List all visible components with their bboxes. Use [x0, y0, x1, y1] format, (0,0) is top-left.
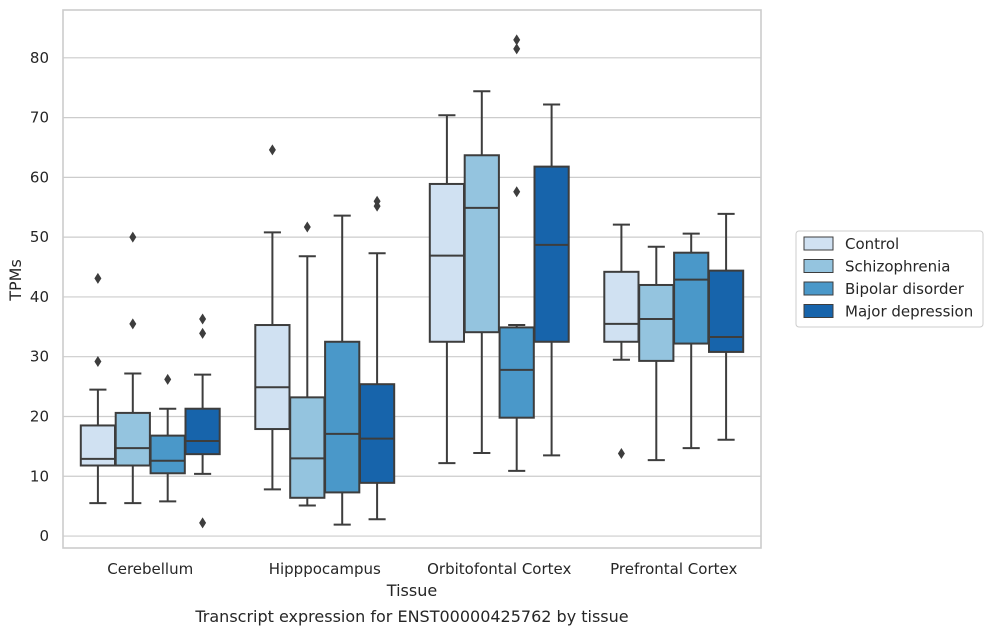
outlier-point: [513, 43, 521, 55]
legend-swatch: [803, 236, 834, 251]
iqr-box: [358, 383, 396, 484]
box-groups: [79, 34, 745, 529]
outlier-point: [164, 373, 172, 385]
box-control: [254, 144, 291, 491]
outlier-point: [199, 327, 207, 339]
gridlines: [63, 57, 761, 537]
iqr-box: [463, 154, 500, 334]
iqr-box: [533, 165, 570, 343]
y-tick-label: 40: [30, 288, 49, 306]
y-tick-label: 70: [30, 109, 49, 127]
outlier-point: [94, 272, 102, 284]
iqr-box: [289, 396, 326, 499]
y-tick-label: 60: [30, 168, 49, 186]
outlier-point: [268, 144, 276, 156]
legend-label: Bipolar disorder: [845, 280, 965, 298]
outlier-point: [199, 517, 207, 529]
box-control: [428, 114, 466, 465]
y-axis-title: TPMs: [6, 259, 25, 302]
outlier-point: [617, 448, 625, 460]
y-tick-label: 20: [30, 407, 49, 425]
outlier-point: [199, 313, 207, 325]
y-axis-ticks: 0 10 20 30 40 50 60 70 80: [30, 49, 49, 545]
legend-label: Control: [845, 235, 899, 253]
iqr-box: [673, 251, 710, 345]
outlier-point: [94, 355, 102, 367]
x-tick-label: Orbitofontal Cortex: [427, 560, 571, 578]
y-tick-label: 50: [30, 228, 49, 246]
y-tick-label: 80: [30, 49, 49, 67]
outlier-point: [303, 221, 311, 233]
x-axis-title: Tissue: [386, 581, 437, 600]
box-schizophrenia: [114, 231, 151, 505]
box-schizophrenia: [638, 245, 675, 462]
legend-swatch: [803, 259, 834, 273]
chart-caption: Transcript expression for ENST0000042576…: [194, 607, 628, 626]
box-schizophrenia: [289, 221, 326, 507]
iqr-box: [707, 269, 745, 353]
y-tick-label: 30: [30, 348, 49, 366]
outlier-point: [373, 195, 381, 207]
box-major-depression: [358, 195, 396, 521]
legend-frame: [795, 230, 984, 328]
box-control: [603, 223, 640, 460]
box-major-depression: [707, 212, 745, 441]
box-schizophrenia: [463, 90, 500, 454]
legend-label: Major depression: [845, 303, 973, 321]
box-control: [79, 272, 117, 505]
legend-swatch: [803, 304, 834, 318]
y-tick-label: 10: [30, 467, 49, 485]
outlier-point: [129, 318, 137, 330]
box-bipolar-disorder: [149, 373, 186, 503]
iqr-box: [603, 270, 640, 343]
box-bipolar-disorder: [498, 34, 535, 472]
iqr-box: [638, 283, 675, 362]
x-tick-label: Prefrontal Cortex: [610, 560, 737, 578]
box-major-depression: [533, 103, 570, 457]
iqr-box: [254, 324, 291, 431]
iqr-box: [149, 434, 186, 475]
legend-label: Schizophrenia: [845, 258, 950, 276]
x-axis-ticks: Cerebellum Hipppocampus Orbitofontal Corte…: [107, 560, 737, 578]
plot-frame: [62, 9, 762, 549]
outlier-point: [513, 34, 521, 46]
x-tick-label: Cerebellum: [107, 560, 193, 578]
outlier-point: [513, 186, 521, 198]
box-bipolar-disorder: [324, 214, 361, 526]
y-tick-label: 0: [39, 527, 49, 545]
legend-swatch: [803, 281, 834, 296]
iqr-box: [498, 326, 535, 419]
legend: Control Schizophrenia Bipolar disorder Majo…: [795, 230, 984, 328]
iqr-box: [184, 407, 221, 456]
iqr-box: [428, 182, 466, 343]
iqr-box: [324, 340, 361, 494]
x-tick-label: Hipppocampus: [269, 560, 381, 578]
outlier-point: [129, 231, 137, 243]
box-major-depression: [184, 313, 221, 529]
iqr-box: [114, 411, 151, 467]
